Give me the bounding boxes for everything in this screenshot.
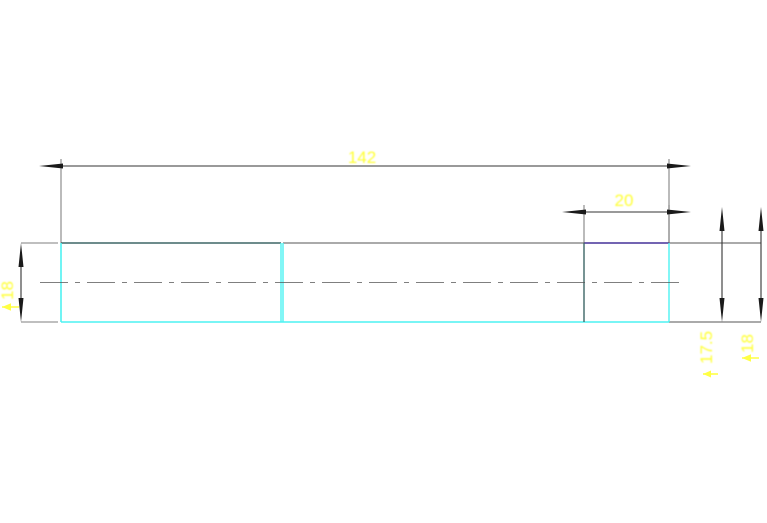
- svg-text:18: 18: [738, 334, 757, 353]
- svg-text:142: 142: [348, 148, 376, 167]
- svg-text:17.5: 17.5: [697, 331, 716, 364]
- svg-text:20: 20: [615, 191, 634, 210]
- svg-text:18: 18: [0, 281, 17, 300]
